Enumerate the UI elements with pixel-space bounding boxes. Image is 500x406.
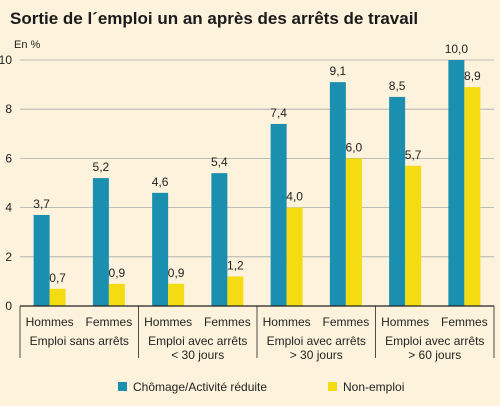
legend-swatch	[118, 382, 127, 391]
data-label: 5,4	[211, 155, 228, 169]
bar	[286, 207, 303, 306]
y-tick-label: 6	[5, 151, 12, 165]
group-label: Emploi avec arrêts	[267, 334, 366, 348]
bar	[345, 158, 362, 306]
bar	[92, 178, 109, 306]
bar	[33, 214, 50, 306]
bar	[389, 96, 406, 307]
y-tick-label: 0	[5, 299, 12, 313]
x-tick-label: Hommes	[381, 315, 429, 329]
data-label: 5,2	[93, 160, 110, 174]
data-label: 0,7	[49, 271, 66, 285]
group-label: < 30 jours	[171, 348, 224, 362]
bar	[464, 87, 481, 306]
x-axis: Hommes Femmes Hommes Femmes Hommes Femmes Homm…	[19, 305, 495, 362]
y-tick-label: 4	[5, 201, 12, 215]
data-label: 8,9	[464, 69, 481, 83]
x-tick-label: Hommes	[144, 315, 192, 329]
y-tick-label: 2	[5, 250, 12, 264]
unit-label: En %	[14, 39, 41, 51]
group-label: Emploi avec arrêts	[148, 334, 247, 348]
data-label: 5,7	[405, 148, 422, 162]
group-label: > 30 jours	[290, 348, 343, 362]
bar	[227, 276, 244, 306]
chart-title: Sortie de l´emploi un an après des arrêt…	[10, 9, 418, 28]
bar	[211, 173, 228, 306]
x-tick-label: Hommes	[26, 315, 74, 329]
data-label: 9,1	[330, 64, 347, 78]
bar	[270, 123, 287, 307]
data-label: 3,7	[33, 197, 50, 211]
legend-swatch	[328, 382, 337, 391]
data-label: 6,0	[346, 140, 363, 154]
legend-label: Non-emploi	[343, 380, 404, 394]
group-label: Emploi avec arrêts	[385, 334, 484, 348]
data-label: 0,9	[109, 266, 126, 280]
data-label: 0,9	[168, 266, 185, 280]
data-labels: 3,7 5,2 4,6 5,4 7,4 9,1 8,5 10,0 0,7 0,9 0,9 1,2 4,0…	[33, 42, 481, 285]
group-label: Emploi sans arrêts	[30, 334, 129, 348]
y-axis: 0 2 4 6 8 10	[0, 53, 12, 313]
bar	[49, 288, 66, 306]
data-label: 8,5	[389, 79, 406, 93]
x-tick-label: Femmes	[441, 315, 488, 329]
y-tick-label: 10	[0, 53, 12, 67]
legend-label: Chômage/Activité réduite	[133, 380, 267, 394]
bars	[33, 60, 481, 307]
data-label: 1,2	[227, 258, 244, 272]
data-label: 7,4	[270, 106, 287, 120]
data-label: 4,6	[152, 175, 169, 189]
x-tick-label: Hommes	[263, 315, 311, 329]
grid	[20, 59, 494, 258]
x-tick-label: Femmes	[204, 315, 251, 329]
group-label: > 60 jours	[408, 348, 461, 362]
bar	[108, 283, 125, 306]
bar	[329, 82, 346, 306]
bar	[405, 165, 422, 306]
data-label: 10,0	[445, 42, 469, 56]
bar	[152, 192, 169, 306]
x-tick-label: Femmes	[86, 315, 133, 329]
x-tick-label: Femmes	[323, 315, 370, 329]
y-tick-label: 8	[5, 102, 12, 116]
bar	[168, 283, 185, 306]
legend: Chômage/Activité réduite Non-emploi	[118, 380, 404, 394]
bar	[448, 60, 465, 306]
data-label: 4,0	[286, 190, 303, 204]
